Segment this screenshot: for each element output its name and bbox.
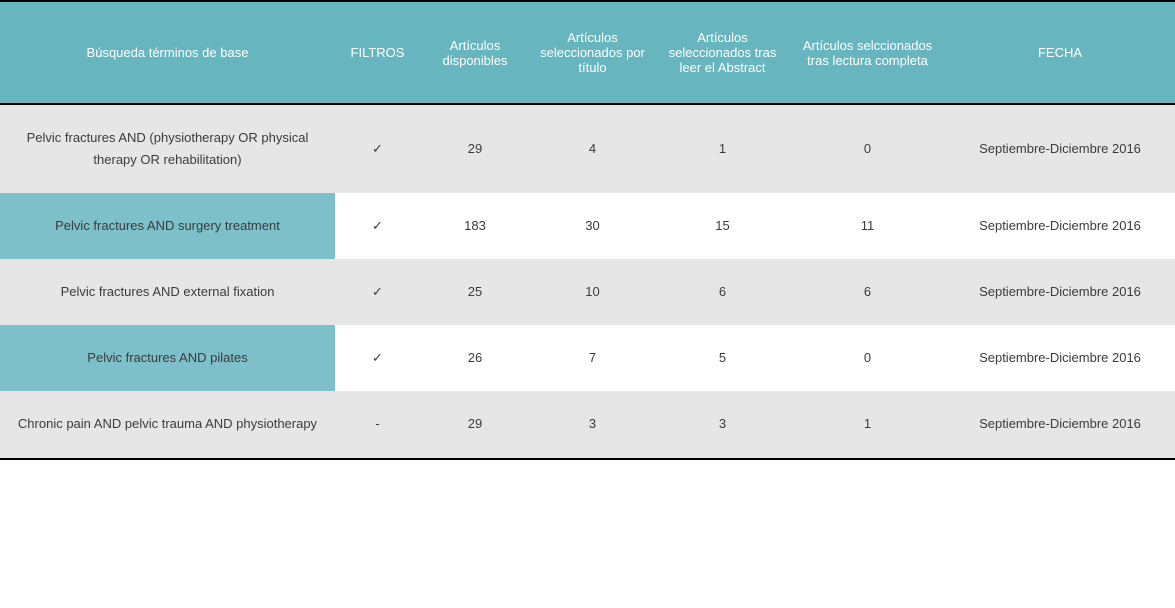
- cell-date: Septiembre-Diciembre 2016: [945, 104, 1175, 193]
- cell-date: Septiembre-Diciembre 2016: [945, 391, 1175, 458]
- search-results-table: Búsqueda términos de baseFILTROSArtículo…: [0, 0, 1175, 460]
- table-body: Pelvic fractures AND (physiotherapy OR p…: [0, 104, 1175, 459]
- cell-by_title: 3: [530, 391, 655, 458]
- table-row: Chronic pain AND pelvic trauma AND physi…: [0, 391, 1175, 458]
- cell-terms: Pelvic fractures AND surgery treatment: [0, 193, 335, 259]
- cell-by_abstract: 15: [655, 193, 790, 259]
- cell-available: 29: [420, 391, 530, 458]
- cell-by_fulltext: 6: [790, 259, 945, 325]
- cell-by_abstract: 3: [655, 391, 790, 458]
- col-header-3: Artículos seleccionados por título: [530, 1, 655, 104]
- cell-terms: Chronic pain AND pelvic trauma AND physi…: [0, 391, 335, 458]
- cell-by_fulltext: 11: [790, 193, 945, 259]
- table-row: Pelvic fractures AND external fixation✓2…: [0, 259, 1175, 325]
- cell-available: 26: [420, 325, 530, 391]
- cell-by_title: 4: [530, 104, 655, 193]
- cell-date: Septiembre-Diciembre 2016: [945, 325, 1175, 391]
- col-header-6: FECHA: [945, 1, 1175, 104]
- cell-by_fulltext: 1: [790, 391, 945, 458]
- cell-terms: Pelvic fractures AND (physiotherapy OR p…: [0, 104, 335, 193]
- table-row: Pelvic fractures AND (physiotherapy OR p…: [0, 104, 1175, 193]
- cell-filters: ✓: [335, 104, 420, 193]
- table-row: Pelvic fractures AND pilates✓26750Septie…: [0, 325, 1175, 391]
- col-header-0: Búsqueda términos de base: [0, 1, 335, 104]
- cell-by_abstract: 6: [655, 259, 790, 325]
- cell-by_fulltext: 0: [790, 104, 945, 193]
- cell-by_fulltext: 0: [790, 325, 945, 391]
- cell-by_abstract: 5: [655, 325, 790, 391]
- cell-available: 29: [420, 104, 530, 193]
- table-header: Búsqueda términos de baseFILTROSArtículo…: [0, 1, 1175, 104]
- cell-filters: ✓: [335, 259, 420, 325]
- cell-available: 25: [420, 259, 530, 325]
- col-header-2: Artículos disponibles: [420, 1, 530, 104]
- cell-filters: ✓: [335, 325, 420, 391]
- cell-filters: -: [335, 391, 420, 458]
- cell-date: Septiembre-Diciembre 2016: [945, 259, 1175, 325]
- cell-terms: Pelvic fractures AND external fixation: [0, 259, 335, 325]
- cell-by_title: 10: [530, 259, 655, 325]
- cell-date: Septiembre-Diciembre 2016: [945, 193, 1175, 259]
- cell-available: 183: [420, 193, 530, 259]
- cell-by_title: 30: [530, 193, 655, 259]
- col-header-1: FILTROS: [335, 1, 420, 104]
- table-row: Pelvic fractures AND surgery treatment✓1…: [0, 193, 1175, 259]
- col-header-4: Artículos seleccionados tras leer el Abs…: [655, 1, 790, 104]
- cell-terms: Pelvic fractures AND pilates: [0, 325, 335, 391]
- cell-filters: ✓: [335, 193, 420, 259]
- cell-by_abstract: 1: [655, 104, 790, 193]
- cell-by_title: 7: [530, 325, 655, 391]
- col-header-5: Artículos selccionados tras lectura comp…: [790, 1, 945, 104]
